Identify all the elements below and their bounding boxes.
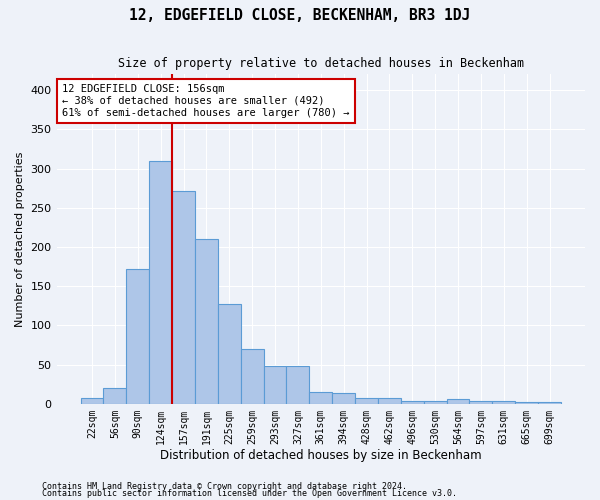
Bar xyxy=(310,392,332,404)
Bar xyxy=(493,400,515,404)
Bar xyxy=(355,398,378,404)
Bar xyxy=(263,366,286,404)
Bar xyxy=(538,402,561,404)
Text: Contains HM Land Registry data © Crown copyright and database right 2024.: Contains HM Land Registry data © Crown c… xyxy=(42,482,407,491)
Bar xyxy=(195,239,218,404)
Bar xyxy=(424,400,446,404)
Bar xyxy=(401,400,424,404)
Bar xyxy=(378,398,401,404)
Title: Size of property relative to detached houses in Beckenham: Size of property relative to detached ho… xyxy=(118,58,524,70)
Bar xyxy=(515,402,538,404)
Bar xyxy=(469,400,493,404)
Bar xyxy=(218,304,241,404)
Bar xyxy=(286,366,310,404)
Text: 12 EDGEFIELD CLOSE: 156sqm
← 38% of detached houses are smaller (492)
61% of sem: 12 EDGEFIELD CLOSE: 156sqm ← 38% of deta… xyxy=(62,84,349,117)
Bar xyxy=(103,388,127,404)
Y-axis label: Number of detached properties: Number of detached properties xyxy=(15,152,25,327)
Bar xyxy=(241,349,263,404)
Bar xyxy=(172,190,195,404)
Bar xyxy=(149,160,172,404)
Bar xyxy=(446,399,469,404)
Bar xyxy=(127,269,149,404)
Text: Contains public sector information licensed under the Open Government Licence v3: Contains public sector information licen… xyxy=(42,489,457,498)
Bar xyxy=(80,398,103,404)
X-axis label: Distribution of detached houses by size in Beckenham: Distribution of detached houses by size … xyxy=(160,450,482,462)
Bar xyxy=(332,393,355,404)
Text: 12, EDGEFIELD CLOSE, BECKENHAM, BR3 1DJ: 12, EDGEFIELD CLOSE, BECKENHAM, BR3 1DJ xyxy=(130,8,470,22)
